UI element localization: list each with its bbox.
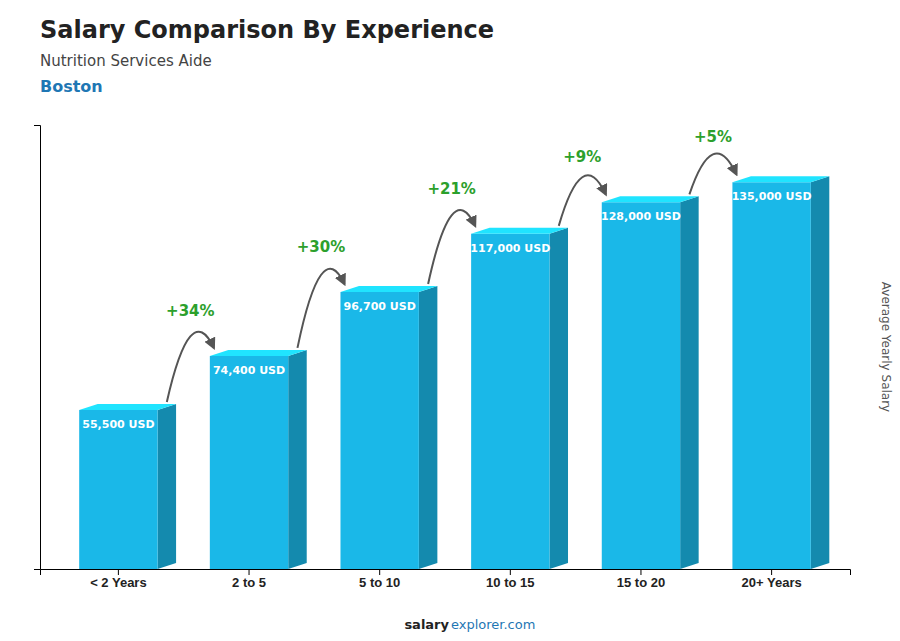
bar-top [732,176,829,182]
annotation: explorer.com [451,617,535,632]
bar [732,176,829,569]
data-label: 55,500 USD [82,418,154,431]
bar-side [680,196,698,569]
subtitle: Nutrition Services Aide [40,52,212,70]
bar-front [602,202,680,569]
change-arrow [167,332,214,402]
bar-side [419,286,437,569]
x-tick-label: 2 to 5 [232,575,266,590]
x-tick-mark [771,569,772,575]
bar-top [340,286,437,292]
bar-top [210,350,307,356]
x-tick-label: 15 to 20 [617,575,665,590]
change-arrow [297,269,344,348]
change-label: +21% [427,180,475,198]
x-tick: < 2 Years [90,569,147,590]
bar-top [471,228,568,234]
plot: < 2 Years 2 to 5 5 to 10 10 to 15 15 to 20 20… [34,126,851,591]
x-tick: 20+ Years [742,569,802,590]
bar-top [602,196,699,202]
x-tick-label: < 2 Years [90,575,147,590]
x-tick-mark [249,569,250,575]
title: Salary Comparison By Experience [40,16,494,44]
bar [471,228,568,569]
y-axis-line [34,126,41,570]
bar-side [811,176,829,569]
x-tick-mark [118,569,119,575]
bar-front [210,356,288,569]
bar-front [732,182,810,569]
change-arrows: +34% +30% +21% +9% +5% [166,128,736,402]
annotation: salary [404,617,449,632]
y-axis-label: Average Yearly Salary [879,282,893,412]
change-arrow [428,210,475,284]
bar [79,404,176,569]
bar-front [471,234,549,569]
bar [210,350,307,569]
x-axis-line [41,570,851,576]
y-axis [34,126,41,570]
change-label: +34% [166,302,214,320]
change-label: +30% [297,238,345,256]
data-label: 135,000 USD [732,190,812,203]
data-labels: 55,500 USD 74,400 USD 96,700 USD 117,000 US… [82,190,811,431]
change-arrow [689,153,736,194]
x-tick: 5 to 10 [359,569,400,590]
bars [79,176,829,569]
chart: Salary Comparison By Experience Nutrition… [0,0,900,641]
bar-side [550,228,568,569]
data-label: 128,000 USD [601,210,681,223]
bar [340,286,437,569]
x-tick: 2 to 5 [232,569,266,590]
annotation: Boston [40,77,103,96]
x-tick-label: 5 to 10 [359,575,400,590]
data-label: 74,400 USD [213,364,285,377]
bar-front [79,410,157,569]
x-tick-mark [379,569,380,575]
data-label: 117,000 USD [470,242,550,255]
x-tick-mark [510,569,511,575]
change-arrow [559,175,606,226]
x-tick-label: 20+ Years [742,575,802,590]
bar-side [158,404,176,569]
bar-top [79,404,176,410]
data-label: 96,700 USD [344,300,416,313]
bar [602,196,699,569]
x-tick: 10 to 15 [486,569,534,590]
x-tick-mark [640,569,641,575]
change-label: +5% [694,128,732,146]
change-label: +9% [563,148,601,166]
x-axis: < 2 Years 2 to 5 5 to 10 10 to 15 15 to 20 20… [41,569,851,590]
x-tick: 15 to 20 [617,569,665,590]
bar-front [340,292,418,569]
bar-side [288,350,306,569]
x-tick-label: 10 to 15 [486,575,534,590]
